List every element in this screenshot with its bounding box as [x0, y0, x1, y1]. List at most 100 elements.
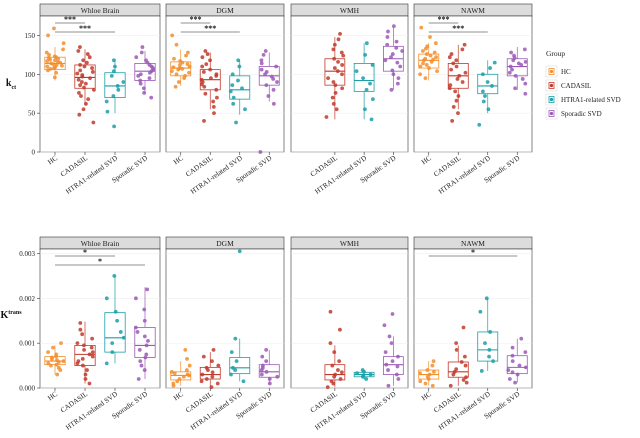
data-point: [275, 374, 280, 379]
significance-label: ***: [438, 15, 450, 24]
x-category-label: HTRA1-related SVD: [189, 154, 244, 196]
data-point: [210, 359, 214, 363]
data-point: [487, 354, 491, 359]
data-point: [78, 83, 82, 88]
data-point: [90, 66, 94, 70]
data-point: [45, 64, 50, 69]
box-iqr: [324, 364, 346, 381]
data-point: [506, 368, 511, 372]
boxplot-hc: [44, 26, 66, 81]
data-point: [230, 72, 235, 77]
boxplot-htra1-related-svd: [104, 274, 126, 366]
data-point: [78, 327, 83, 332]
data-point: [368, 372, 373, 377]
data-point: [335, 69, 340, 74]
significance-label: ***: [204, 24, 216, 33]
facet-title: Whloe Brain: [81, 239, 120, 248]
data-point: [116, 87, 121, 92]
data-point: [55, 372, 60, 377]
facet-title: NAWM: [461, 239, 485, 248]
data-point: [370, 63, 375, 67]
data-point: [383, 58, 388, 63]
data-point: [339, 50, 344, 55]
data-point: [80, 363, 85, 368]
legend-swatch-box: [548, 110, 555, 117]
legend-item: HC: [545, 65, 571, 78]
data-point: [340, 86, 345, 91]
data-point: [266, 94, 271, 98]
boxplot-cadasil: [447, 325, 469, 388]
y-tick-label: 0.001: [19, 340, 35, 348]
data-point: [516, 61, 521, 66]
data-point: [463, 70, 468, 75]
data-point: [171, 381, 176, 386]
data-point: [138, 78, 143, 83]
data-point: [332, 56, 337, 61]
data-point: [423, 56, 428, 61]
data-point: [385, 42, 390, 47]
facet-title: NAWM: [461, 6, 485, 15]
data-point: [510, 345, 515, 350]
data-point: [144, 352, 149, 357]
data-point: [204, 365, 209, 370]
data-point: [261, 52, 266, 57]
data-point: [396, 377, 401, 381]
data-point: [463, 363, 468, 368]
data-point: [76, 359, 81, 363]
box-iqr: [477, 331, 499, 362]
data-point: [178, 63, 182, 67]
data-point: [418, 72, 423, 77]
data-point: [54, 70, 59, 75]
data-point: [382, 323, 387, 328]
data-point: [507, 377, 512, 381]
data-point: [59, 341, 63, 346]
data-point: [454, 98, 459, 103]
data-point: [481, 99, 486, 104]
data-point: [215, 95, 219, 100]
data-point: [241, 379, 246, 384]
data-point: [513, 73, 518, 78]
data-point: [332, 350, 337, 355]
data-point: [390, 312, 395, 316]
data-point: [54, 352, 59, 357]
legend-swatch-point: [549, 111, 554, 116]
x-category-label: HC: [420, 154, 433, 166]
data-point: [451, 105, 456, 109]
data-point: [488, 330, 493, 334]
data-point: [60, 63, 64, 68]
plot-area: [413, 15, 533, 153]
data-point: [324, 115, 329, 119]
data-point: [176, 80, 181, 84]
boxplot-htra1-related-svd: [477, 60, 499, 127]
data-point: [428, 53, 433, 58]
data-point: [354, 69, 359, 74]
y-tick-label: 0.002: [19, 295, 35, 303]
data-point: [87, 381, 92, 386]
data-point: [171, 65, 176, 70]
data-point: [86, 97, 91, 102]
data-point: [90, 354, 95, 359]
boxplot-htra1-related-svd: [353, 368, 375, 381]
data-point: [142, 334, 147, 339]
legend-label: Sporadic SVD: [561, 110, 602, 118]
data-point: [384, 362, 389, 367]
data-point: [490, 84, 494, 88]
data-point: [234, 120, 238, 125]
data-point: [234, 359, 239, 363]
data-point: [363, 52, 368, 57]
data-point: [135, 330, 140, 334]
data-point: [209, 385, 214, 390]
data-point: [118, 330, 123, 334]
boxplot-sporadic-svd: [258, 347, 280, 386]
data-point: [448, 383, 453, 388]
x-category-label: HC: [46, 154, 59, 166]
data-point: [386, 29, 390, 34]
data-point: [457, 73, 462, 78]
data-point: [183, 73, 187, 78]
data-point: [331, 101, 336, 106]
data-point: [85, 52, 90, 56]
boxplot-cadasil: [199, 347, 221, 390]
significance-label: ***: [79, 24, 91, 33]
legend-item: CADASIL: [545, 79, 591, 92]
